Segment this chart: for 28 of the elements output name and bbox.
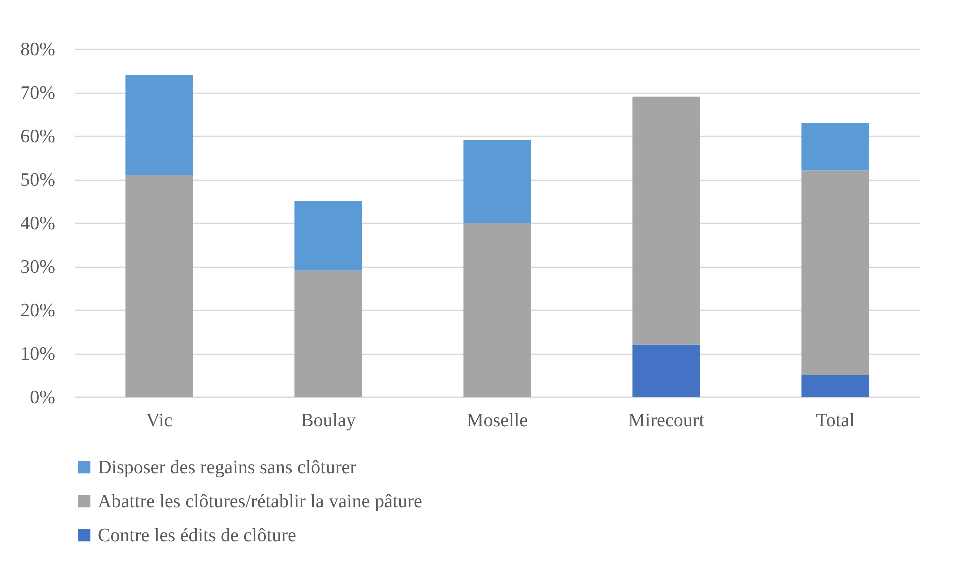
- y-tick-label: 10%: [20, 344, 56, 365]
- bar: [294, 201, 362, 271]
- y-tick-label: 40%: [20, 214, 56, 234]
- y-tick-label: 30%: [20, 257, 56, 278]
- y-tick-label: 50%: [20, 170, 56, 191]
- bar: [126, 175, 194, 397]
- y-tick-label: 0%: [30, 388, 56, 408]
- bar: [294, 270, 362, 397]
- bar: [802, 375, 870, 397]
- bar: [126, 75, 194, 176]
- legend-label: Contre les édits de clôture: [98, 526, 296, 546]
- bar: [802, 170, 870, 376]
- bar: [464, 140, 532, 223]
- bar: [464, 223, 532, 397]
- y-tick-label: 20%: [20, 300, 56, 322]
- y-tick-label: 70%: [20, 83, 56, 104]
- x-tick-label: Boulay: [301, 410, 356, 432]
- x-tick-label: Total: [816, 410, 855, 432]
- x-tick-label: Mirecourt: [628, 410, 706, 432]
- bar: [632, 96, 700, 345]
- bar: [802, 122, 870, 171]
- bar: [632, 344, 700, 397]
- y-tick-label: 80%: [20, 40, 56, 60]
- x-tick-label: Vic: [146, 410, 173, 432]
- legend-label: Abattre les clôtures/rétablir la vaine pâture: [98, 492, 422, 512]
- x-tick-label: Moselle: [466, 410, 528, 432]
- legend-label: Disposer des regains sans clôturer: [98, 458, 358, 478]
- y-tick-label: 60%: [20, 126, 56, 148]
